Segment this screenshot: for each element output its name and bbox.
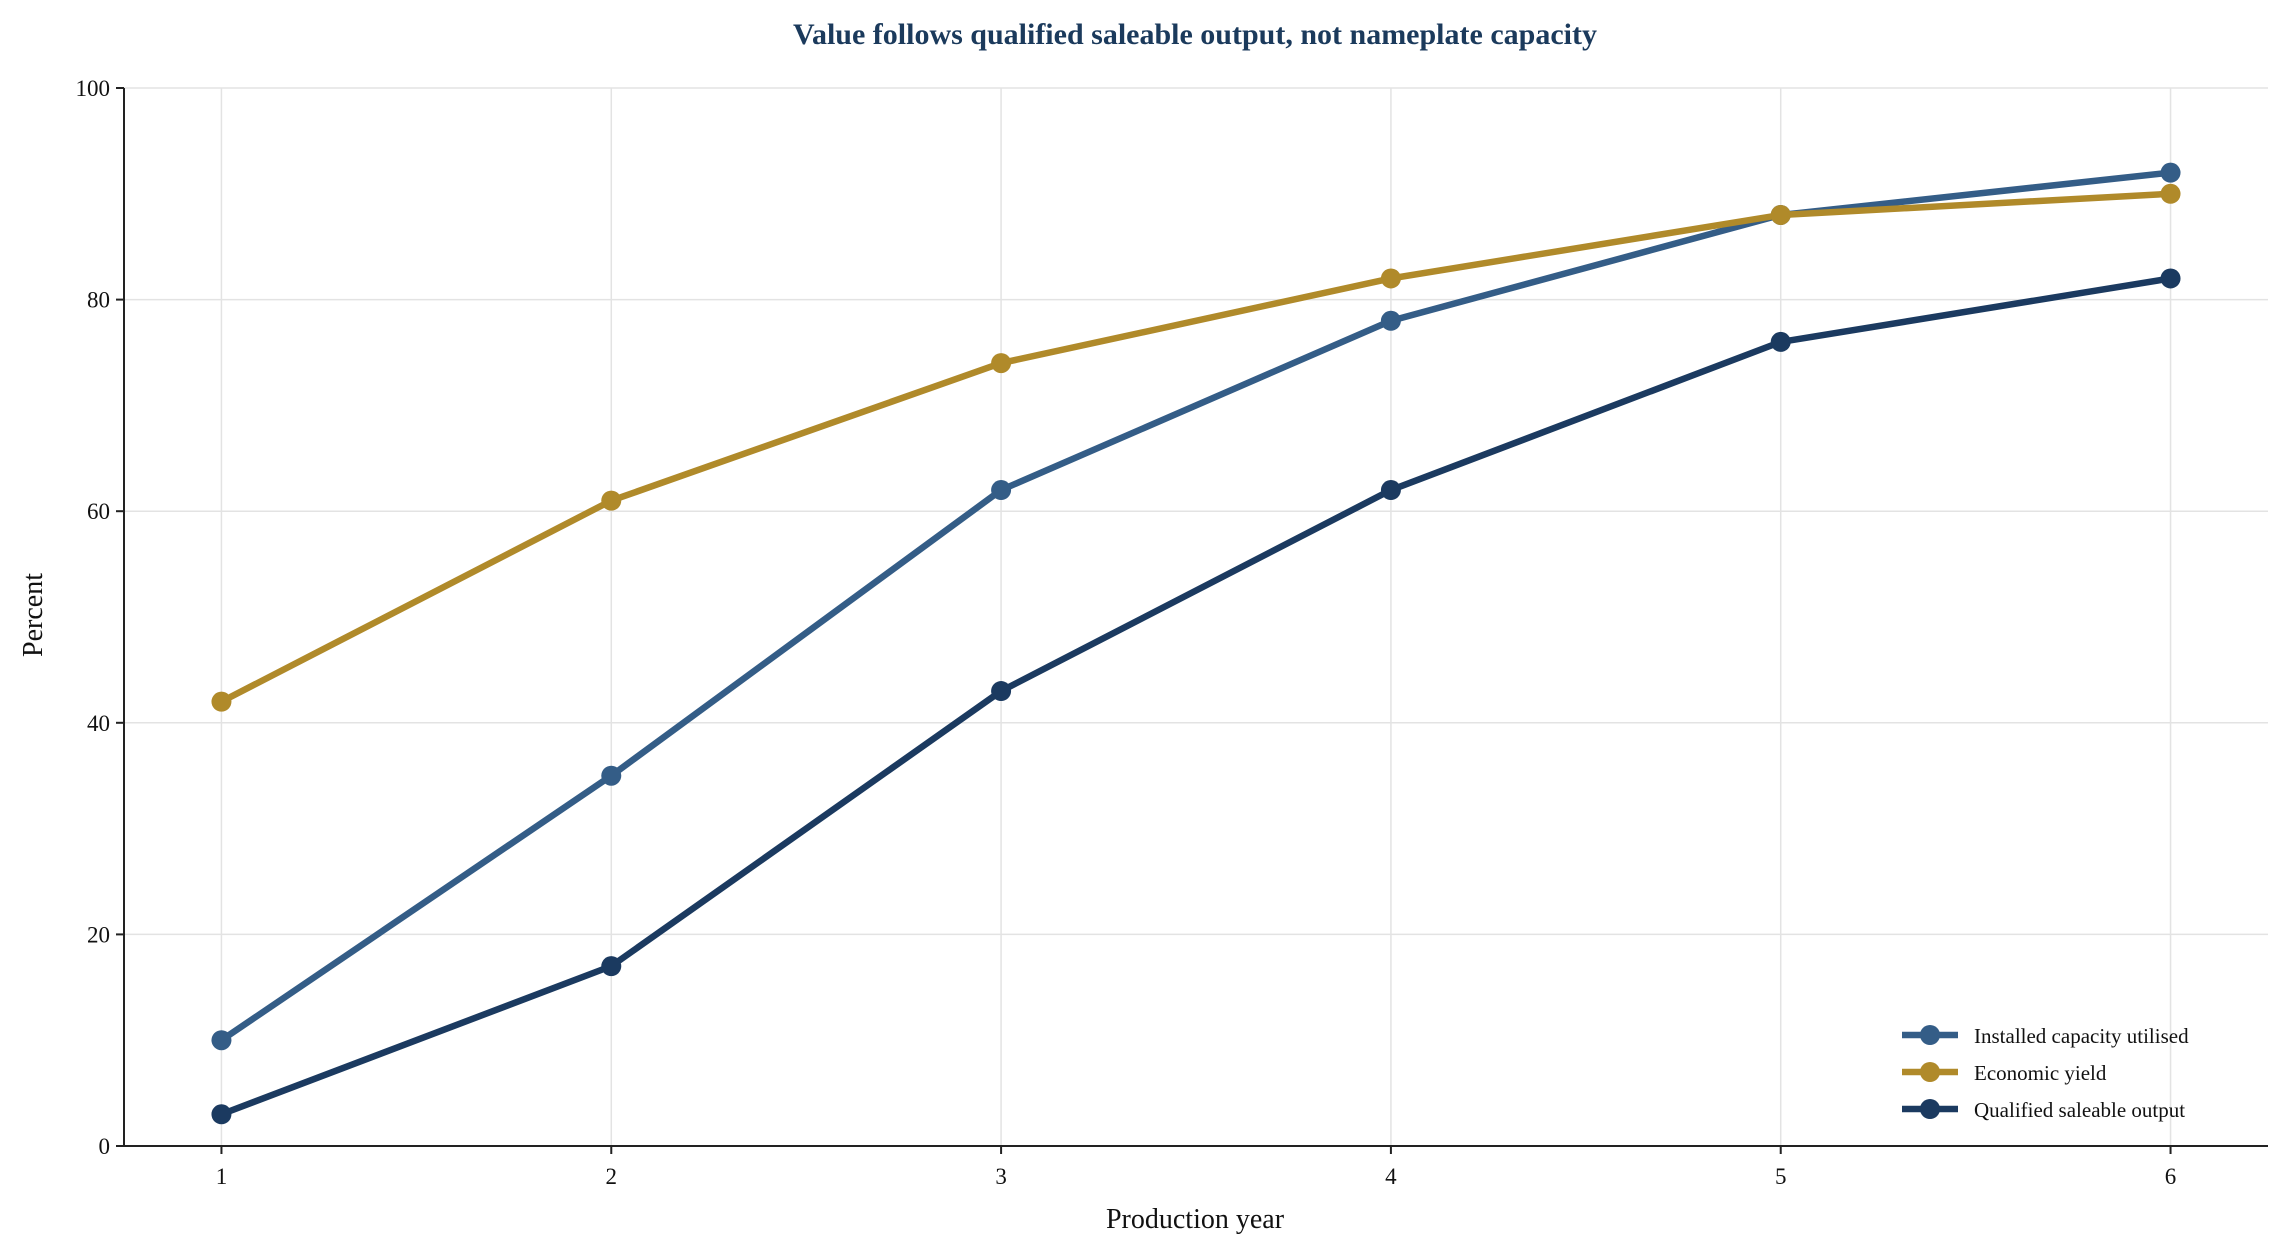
y-tick-label: 60	[87, 499, 110, 524]
data-point	[2160, 162, 2181, 183]
x-tick-label: 2	[606, 1164, 618, 1189]
y-tick-label: 100	[76, 76, 111, 101]
data-point	[211, 1104, 232, 1125]
data-point	[1380, 268, 1401, 289]
legend: Installed capacity utilised Economic yiel…	[1902, 1024, 2189, 1122]
y-tick-label: 0	[99, 1134, 111, 1159]
series-group	[211, 268, 2181, 1125]
series-group	[211, 162, 2181, 1051]
legend-label: Qualified saleable output	[1974, 1098, 2185, 1122]
data-point	[211, 1030, 232, 1051]
series-group	[211, 183, 2181, 712]
series-line	[218, 190, 2174, 705]
data-point	[1380, 310, 1401, 331]
y-tick-label: 40	[87, 711, 110, 736]
legend-marker	[1920, 1062, 1940, 1082]
y-tick-label: 80	[87, 288, 110, 313]
grid-lines	[124, 87, 2268, 1147]
data-point	[1770, 331, 1791, 352]
legend-label: Economic yield	[1974, 1061, 2107, 1085]
data-point	[2160, 268, 2181, 289]
y-axis-label: Percent	[18, 573, 49, 657]
x-tick-label: 5	[1775, 1164, 1787, 1189]
x-tick-label: 1	[216, 1164, 228, 1189]
x-axis-label: Production year	[1106, 1204, 1285, 1235]
legend-marker	[1920, 1025, 1940, 1045]
chart-title: Value follows qualified saleable output,…	[793, 18, 1597, 51]
series-lines	[211, 162, 2181, 1125]
series-line	[218, 275, 2174, 1118]
data-point	[601, 490, 622, 511]
data-point	[2160, 183, 2181, 204]
data-point	[991, 681, 1012, 702]
x-tick-label: 6	[2165, 1164, 2177, 1189]
data-point	[211, 691, 232, 712]
legend-label: Installed capacity utilised	[1974, 1024, 2189, 1048]
x-tick-label: 4	[1385, 1164, 1397, 1189]
y-tick-label: 20	[87, 922, 110, 947]
data-point	[601, 956, 622, 977]
data-point	[991, 353, 1012, 374]
series-line	[218, 169, 2174, 1044]
axes: 0 20 40 60 80 100 1 2 3 4 5 6	[76, 76, 2268, 1189]
data-point	[991, 480, 1012, 501]
data-point	[601, 765, 622, 786]
data-point	[1770, 204, 1791, 225]
legend-marker	[1920, 1099, 1940, 1119]
x-tick-label: 3	[995, 1164, 1007, 1189]
data-point	[1380, 480, 1401, 501]
